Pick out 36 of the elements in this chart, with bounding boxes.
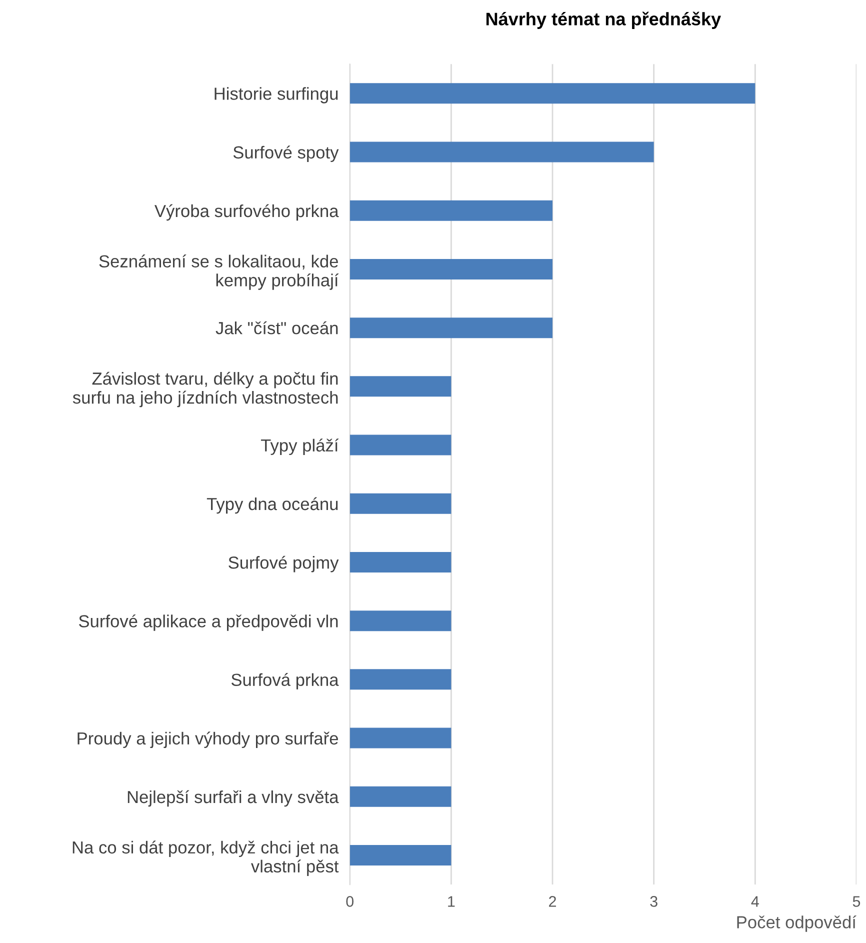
y-tick-label: Závislost tvaru, délky a počtu fin surfu na jeho jízdních vlastnostech xyxy=(72,372,338,408)
x-tick-label: 5 xyxy=(852,896,860,907)
bar xyxy=(350,552,452,572)
bar xyxy=(350,83,756,104)
y-tick-label: Typy pláží xyxy=(260,438,339,456)
bar xyxy=(350,728,452,748)
x-tick-label: 4 xyxy=(751,896,759,907)
chart-title: Návrhy témat na přednášky xyxy=(486,12,721,29)
y-tick-label: Výroba surfového prkna xyxy=(154,204,339,221)
y-tick-label: Seznámení se s lokalitaou, kde kempy probíhají xyxy=(99,254,339,290)
x-tick-label: 1 xyxy=(448,896,455,907)
y-tick-label: Surfové spoty xyxy=(233,146,339,162)
y-tick-label: Surfové aplikace a předpovědi vln xyxy=(78,614,338,631)
bar xyxy=(350,318,553,338)
y-tick-label: Surfové pojmy xyxy=(228,556,339,572)
bar xyxy=(350,493,452,514)
bar xyxy=(350,258,553,280)
x-tick-label: 3 xyxy=(650,896,658,907)
x-tick-label: 0 xyxy=(346,896,354,907)
bar xyxy=(350,434,452,456)
y-tick-label: Na co si dát pozor, když chci jet na vlastní pěst xyxy=(72,840,339,876)
x-tick-label: 2 xyxy=(549,896,556,907)
bar xyxy=(350,669,452,690)
y-tick-label: Proudy a jejich výhody pro surfaře xyxy=(78,732,338,748)
y-tick-label: Nejlepší surfaři a vlny světa xyxy=(128,790,339,807)
y-tick-label: Typy dna oceánu xyxy=(206,497,338,514)
y-tick-label: Surfová prkna xyxy=(231,673,339,690)
bar xyxy=(350,786,452,807)
bar xyxy=(350,142,654,162)
y-tick-label: Jak "číst" oceán xyxy=(216,321,338,334)
bar xyxy=(350,610,452,632)
x-axis-title: Počet odpovědí xyxy=(737,915,856,932)
bar xyxy=(350,844,452,866)
bar xyxy=(350,376,452,397)
bar xyxy=(350,200,553,221)
y-tick-label: Historie surfingu xyxy=(214,87,338,104)
